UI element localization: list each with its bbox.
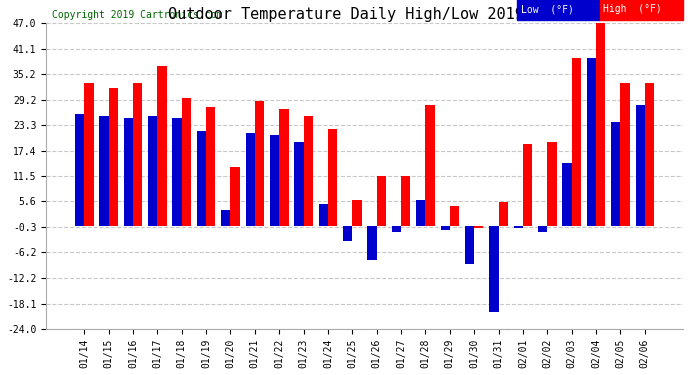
Bar bbox=[645, 83, 654, 226]
Bar bbox=[518, 0, 600, 20]
Bar bbox=[124, 118, 133, 226]
Bar bbox=[304, 116, 313, 226]
Bar bbox=[206, 107, 215, 226]
Bar bbox=[148, 116, 157, 226]
Text: High  (°F): High (°F) bbox=[604, 4, 662, 14]
Bar bbox=[133, 83, 142, 226]
Bar bbox=[377, 176, 386, 226]
Bar bbox=[319, 204, 328, 226]
Bar bbox=[197, 131, 206, 226]
Title: Outdoor Temperature Daily High/Low 20190207: Outdoor Temperature Daily High/Low 20190… bbox=[168, 7, 561, 22]
Bar bbox=[75, 114, 84, 226]
Bar bbox=[279, 109, 288, 226]
Bar bbox=[441, 226, 450, 230]
Bar bbox=[499, 202, 508, 226]
Bar bbox=[562, 163, 572, 226]
Text: Low  (°F): Low (°F) bbox=[521, 4, 573, 14]
Bar bbox=[596, 23, 605, 226]
Bar bbox=[600, 0, 683, 20]
Bar bbox=[538, 226, 547, 232]
Bar bbox=[368, 226, 377, 260]
Bar bbox=[295, 142, 304, 226]
Bar bbox=[465, 226, 474, 264]
Bar bbox=[353, 200, 362, 226]
Bar bbox=[547, 142, 557, 226]
Bar bbox=[172, 118, 181, 226]
Bar bbox=[489, 226, 499, 312]
Bar bbox=[514, 226, 523, 228]
Bar bbox=[221, 210, 230, 226]
Bar bbox=[586, 58, 596, 226]
Bar bbox=[181, 99, 191, 226]
Bar bbox=[474, 226, 484, 228]
Bar bbox=[450, 206, 459, 226]
Bar bbox=[523, 144, 532, 226]
Bar bbox=[328, 129, 337, 226]
Bar bbox=[392, 226, 401, 232]
Bar bbox=[635, 105, 645, 226]
Bar bbox=[270, 135, 279, 226]
Bar bbox=[84, 83, 94, 226]
Text: Copyright 2019 Cartronics.com: Copyright 2019 Cartronics.com bbox=[52, 10, 223, 20]
Bar bbox=[416, 200, 426, 226]
Bar bbox=[99, 116, 108, 226]
Bar bbox=[343, 226, 353, 241]
Bar bbox=[572, 58, 581, 226]
Bar bbox=[401, 176, 411, 226]
Bar bbox=[108, 88, 118, 226]
Bar bbox=[246, 133, 255, 226]
Bar bbox=[620, 83, 630, 226]
Bar bbox=[157, 66, 167, 226]
Bar bbox=[230, 167, 239, 226]
Bar bbox=[426, 105, 435, 226]
Bar bbox=[611, 122, 620, 226]
Bar bbox=[255, 100, 264, 226]
